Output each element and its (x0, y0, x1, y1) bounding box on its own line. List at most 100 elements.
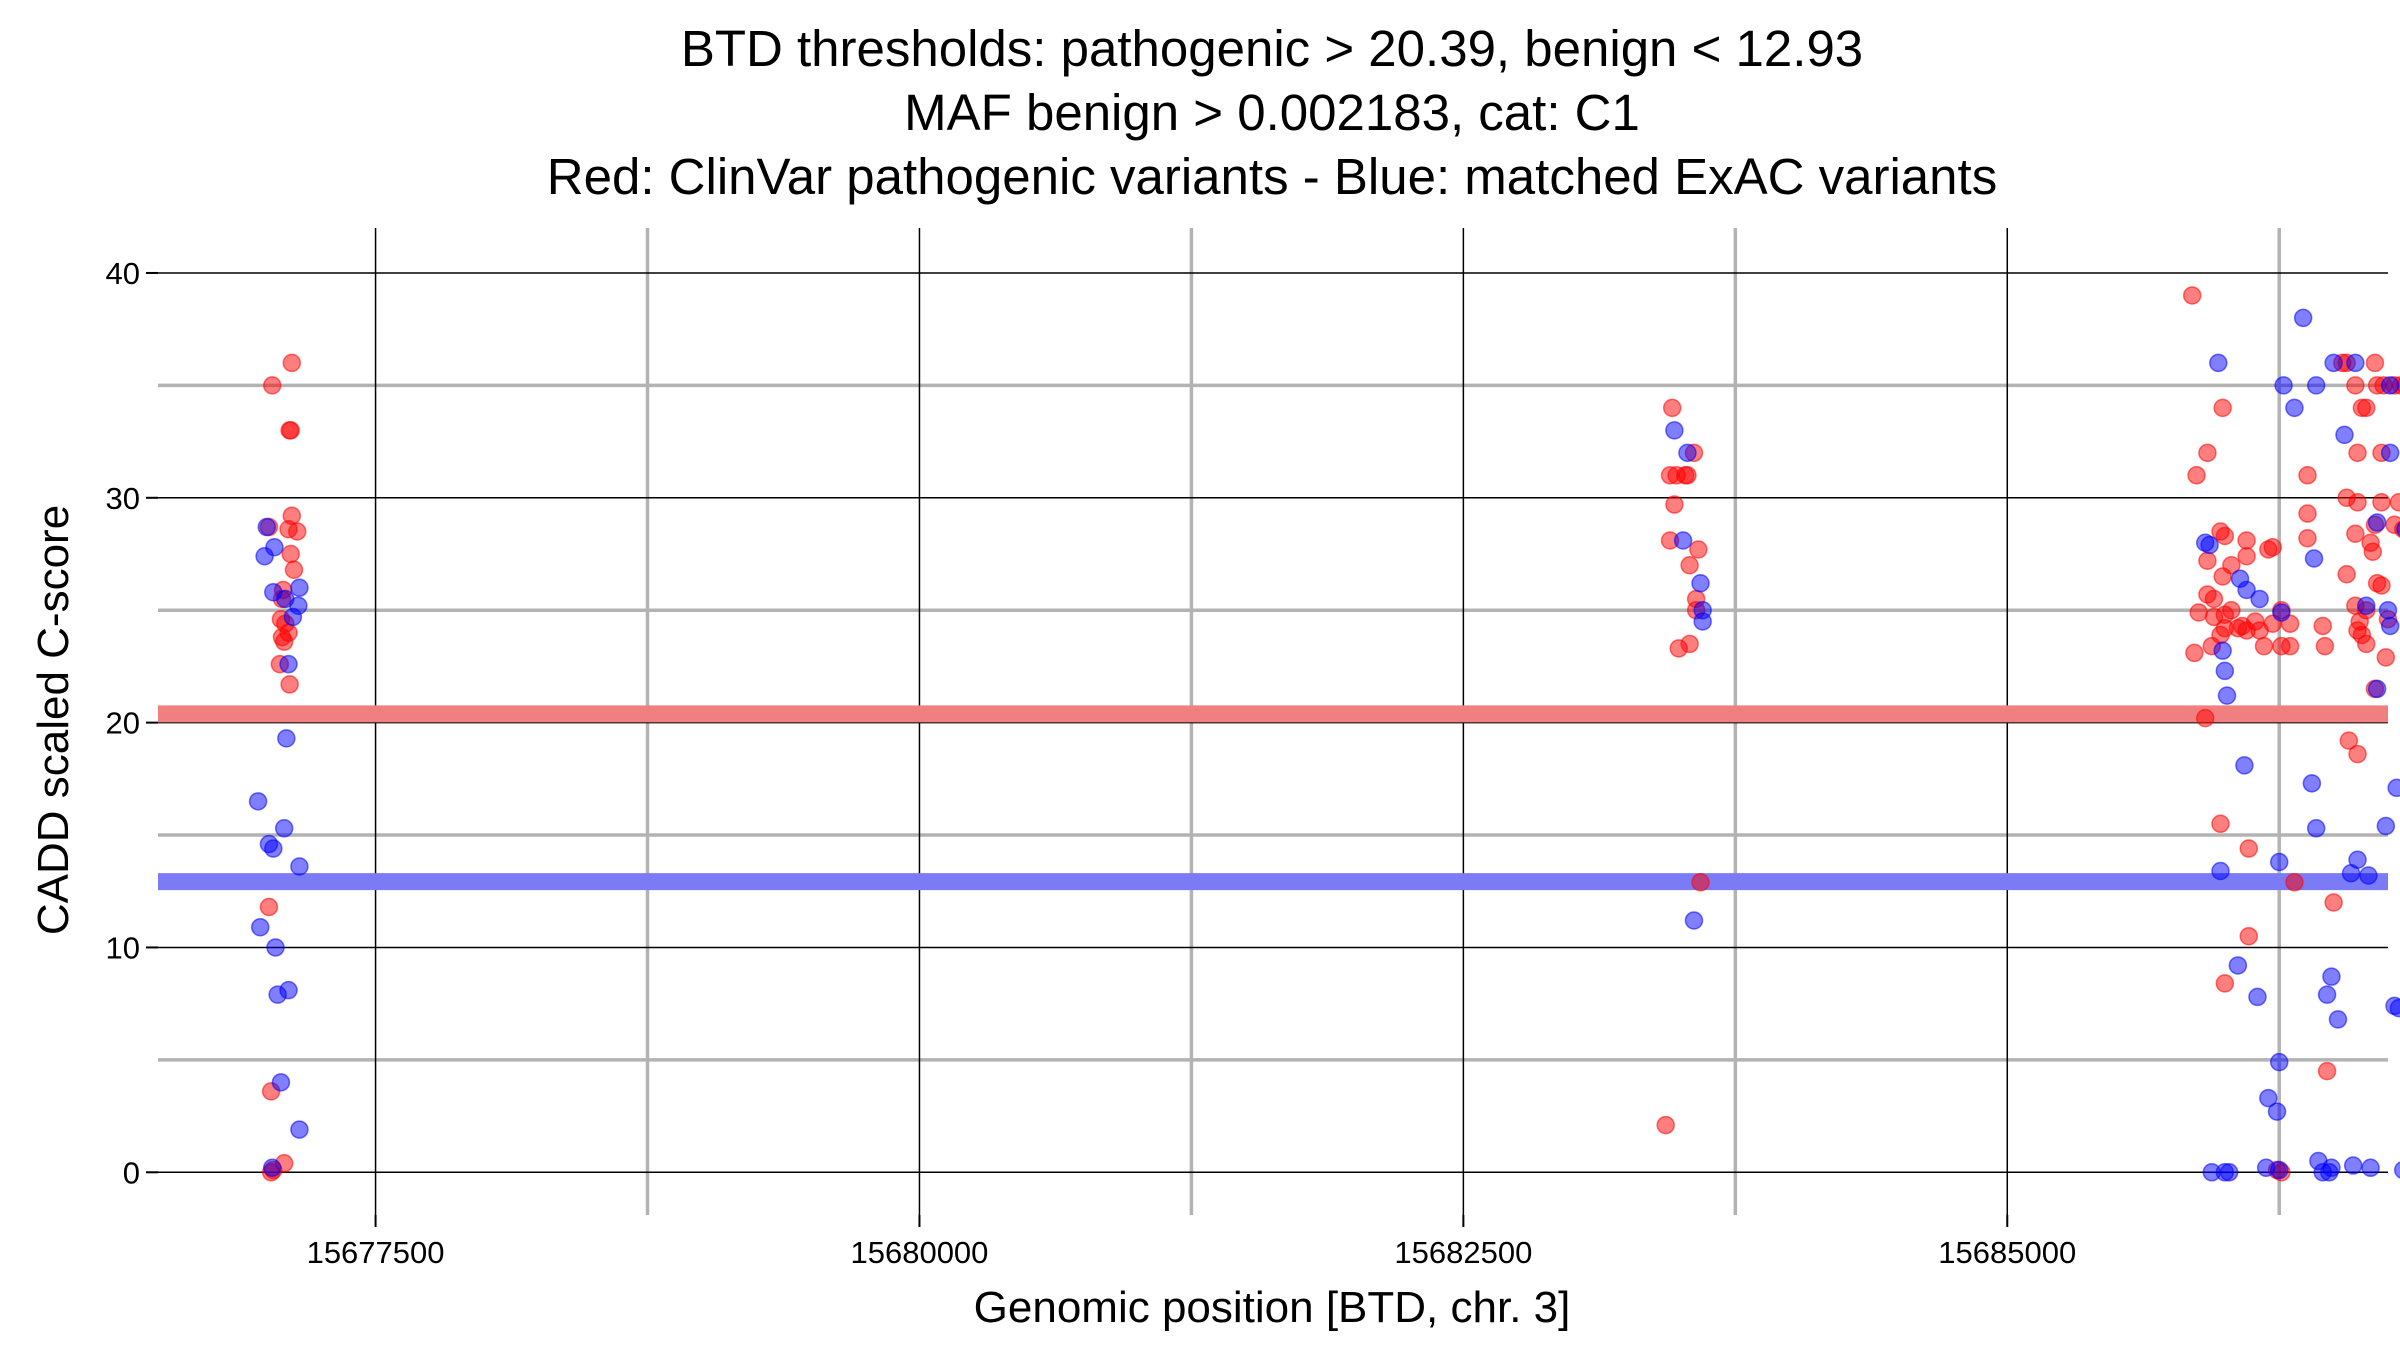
data-point (2356, 596, 2376, 615)
points-layer (248, 286, 2400, 1182)
data-point (2346, 353, 2365, 373)
data-point (281, 544, 300, 564)
data-point (290, 1120, 309, 1139)
data-point (1691, 873, 1710, 892)
data-point (2298, 504, 2317, 523)
y-axis-title: CADD scaled C-score (29, 505, 78, 935)
data-point (2195, 708, 2215, 728)
data-point (2269, 852, 2289, 872)
y-tick-label: 30 (106, 481, 140, 516)
chart-title-line-3: Red: ClinVar pathogenic variants - Blue:… (547, 148, 1997, 205)
data-point (2285, 398, 2304, 418)
data-point (2343, 1156, 2363, 1175)
data-point (2337, 564, 2356, 584)
data-point (2348, 744, 2367, 764)
data-point (2272, 603, 2291, 622)
data-point (2298, 466, 2317, 485)
data-point (2356, 634, 2376, 654)
data-point (2346, 524, 2365, 544)
series-clinvar-pathogenic (259, 286, 2400, 1182)
data-point (290, 578, 309, 597)
data-point (2324, 893, 2343, 912)
data-point (1691, 573, 1710, 593)
data-point (2259, 1088, 2278, 1108)
chart-title-line-1: BTD thresholds: pathogenic > 20.39, beni… (681, 20, 1863, 77)
data-point (2396, 521, 2400, 537)
data-point (2237, 531, 2256, 550)
data-point (1684, 911, 1704, 930)
y-tick-label: 40 (106, 256, 140, 291)
data-point (2361, 1158, 2380, 1178)
data-point (266, 938, 285, 957)
data-point (2182, 286, 2202, 305)
series-exac-matched (248, 308, 2400, 1182)
x-tick-label: 15680000 (850, 1235, 988, 1270)
data-point (2215, 526, 2235, 546)
data-point (2237, 547, 2256, 566)
data-point (2365, 353, 2385, 373)
x-tick-label: 15682500 (1394, 1235, 1532, 1270)
data-point (2198, 443, 2217, 463)
chart-title-line-2: MAF benign > 0.002183, cat: C1 (904, 84, 1640, 141)
data-point (2213, 398, 2232, 418)
data-point (2328, 1010, 2348, 1029)
data-point (271, 1073, 291, 1092)
data-point (1665, 421, 1684, 440)
data-point (2237, 580, 2256, 600)
data-point (2187, 466, 2206, 485)
data-point (274, 819, 294, 838)
data-point (2306, 819, 2326, 838)
data-point (257, 517, 277, 537)
data-point (1678, 443, 1697, 463)
data-point (2209, 353, 2228, 373)
data-point (2298, 529, 2317, 548)
data-point (1656, 1115, 1675, 1135)
data-point (2389, 998, 2400, 1018)
data-point (2198, 551, 2217, 570)
data-point (1673, 531, 1693, 550)
data-point (2380, 376, 2400, 395)
data-point (2267, 1102, 2287, 1121)
data-point (1680, 555, 1699, 575)
data-point (2393, 1161, 2400, 1179)
ticks-layer: 0 10 20 30 40 15677500 15680000 15682500 1568500… (106, 256, 2077, 1270)
data-point (1665, 495, 1684, 514)
data-point (2239, 926, 2259, 946)
data-point (280, 421, 299, 440)
data-point (2217, 686, 2237, 705)
data-point (1662, 398, 1682, 418)
threshold-layer (158, 705, 2388, 891)
data-point (2263, 538, 2282, 557)
data-point (2380, 443, 2400, 463)
x-tick-label: 15685000 (1938, 1235, 2076, 1270)
data-point (248, 792, 268, 811)
data-point (2348, 493, 2367, 512)
data-point (2367, 679, 2387, 699)
data-point (2367, 513, 2387, 532)
data-point (2228, 956, 2248, 975)
data-point (279, 520, 298, 539)
data-point (2215, 974, 2235, 993)
data-point (2322, 967, 2341, 986)
data-point (283, 607, 303, 627)
data-point (282, 353, 302, 373)
data-point (290, 857, 309, 876)
data-point (265, 538, 284, 557)
data-point (2204, 589, 2224, 609)
data-point (2387, 778, 2400, 798)
data-point (2313, 616, 2332, 636)
y-tick-label: 10 (106, 930, 140, 965)
data-point (2215, 661, 2235, 681)
data-point (1689, 540, 1708, 559)
data-point (1678, 466, 1697, 485)
y-tick-label: 20 (106, 706, 140, 741)
data-point (279, 654, 298, 674)
data-point (1660, 466, 1680, 485)
data-point (2304, 549, 2324, 568)
data-point (2269, 1052, 2289, 1072)
data-point (2213, 567, 2232, 586)
x-tick-label: 15677500 (307, 1235, 445, 1270)
data-point (2250, 589, 2269, 609)
data-point (2389, 493, 2400, 512)
